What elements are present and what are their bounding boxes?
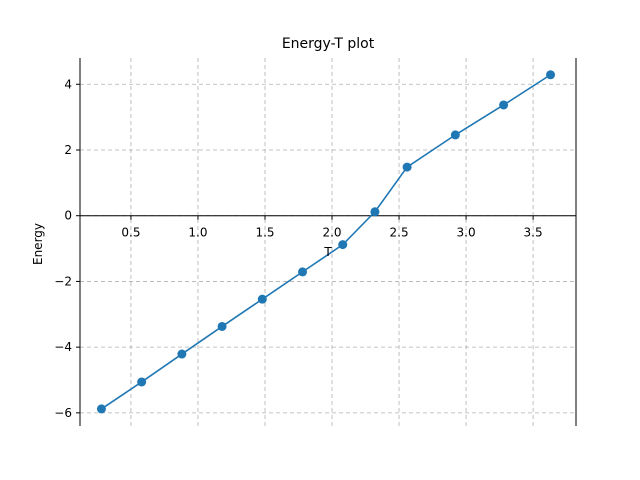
y-tick-label: 4	[64, 77, 72, 91]
axis-spines	[79, 58, 577, 426]
y-tick-label: −2	[54, 274, 72, 288]
grid-lines	[80, 58, 576, 426]
series-line	[101, 74, 551, 410]
x-tick-label: 3.0	[457, 226, 476, 240]
data-point	[257, 294, 267, 304]
data-point	[177, 349, 187, 359]
x-tick-label: 2.0	[322, 226, 341, 240]
chart-title: Energy-T plot	[282, 36, 375, 52]
x-tick-label: 1.5	[255, 226, 274, 240]
axis-ticks: 0.5 1.0 1.5 2.0 2.5 3.0 3.5 −6 −4 −2 0 2 4	[54, 77, 542, 420]
y-tick-label: −4	[54, 340, 72, 354]
data-point	[402, 162, 412, 172]
x-tick-label: 1.0	[188, 226, 207, 240]
data-point	[546, 70, 556, 80]
x-tick-label: 2.5	[390, 226, 409, 240]
data-point	[298, 267, 308, 277]
data-point	[338, 240, 348, 250]
data-point	[499, 100, 509, 110]
x-tick-label: 0.5	[121, 226, 140, 240]
data-series	[96, 70, 556, 414]
data-point	[217, 321, 227, 331]
x-tick-label: 3.5	[524, 226, 543, 240]
data-point	[370, 207, 380, 217]
data-point	[96, 404, 106, 414]
y-axis-label: Energy	[31, 223, 45, 265]
data-point	[137, 377, 147, 387]
x-axis-label: T	[323, 245, 332, 259]
y-tick-label: 2	[64, 143, 72, 157]
y-tick-label: 0	[64, 209, 72, 223]
data-point	[450, 130, 460, 140]
y-tick-label: −6	[54, 406, 72, 420]
